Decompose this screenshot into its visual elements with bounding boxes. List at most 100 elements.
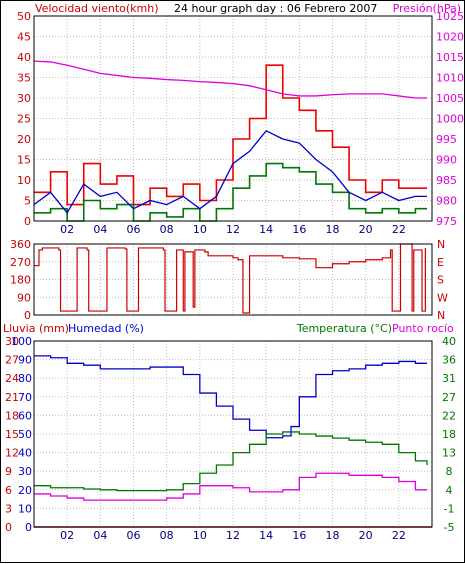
- right-tick-label: 995: [436, 133, 457, 146]
- temperature-tick-label: 4: [446, 484, 453, 497]
- x-tick-label: 04: [93, 223, 107, 236]
- direction-tick-label: 90: [17, 291, 31, 304]
- humidity-line: [34, 355, 428, 439]
- wind-avg-line: [33, 129, 428, 214]
- humidity-tick-label: 70: [18, 391, 32, 404]
- x-tick-label: 14: [259, 223, 273, 236]
- x-tick-label: 16: [292, 223, 306, 236]
- compass-tick-label: E: [437, 256, 444, 269]
- humidity-tick-label: 0: [25, 521, 32, 534]
- temperature-tick-label: -1: [444, 502, 455, 515]
- humidity-tick-label: 40: [18, 447, 32, 460]
- x-tick-label: 18: [326, 223, 340, 236]
- rain-tick-label: 27: [5, 354, 19, 367]
- direction-tick-label: 180: [10, 274, 31, 287]
- humidity-tick-label: 10: [18, 502, 32, 515]
- rain-tick-label: 30: [5, 335, 19, 348]
- right-tick-label: 1010: [436, 72, 464, 85]
- left-tick-label: 0: [24, 215, 31, 228]
- right-tick-label: 990: [436, 154, 457, 167]
- temperature-tick-label: 22: [442, 409, 456, 422]
- wind-min-line: [34, 162, 428, 222]
- rain-tick-label: 18: [5, 409, 19, 422]
- rain-tick-label: 6: [5, 484, 12, 497]
- left-tick-label: 15: [17, 154, 31, 167]
- right-tick-label: 980: [436, 195, 457, 208]
- left-tick-label: 25: [17, 113, 31, 126]
- direction-panel-frame: [33, 243, 433, 316]
- left-tick-label: 40: [17, 51, 31, 64]
- temperature-tick-label: 40: [442, 335, 456, 348]
- temperature-tick-label: 36: [442, 354, 456, 367]
- right-tick-label: 975: [436, 215, 457, 228]
- direction-tick-label: 270: [10, 256, 31, 269]
- temperature-tick-label: -5: [444, 521, 455, 534]
- temperature-tick-label: 31: [442, 372, 456, 385]
- right-tick-label: 1000: [436, 113, 464, 126]
- left-tick-label: 10: [17, 174, 31, 187]
- humidity-temperature-panel: 02 04 06 08 10 12 14 16 18 20 22036912151821242730…: [5, 335, 456, 542]
- left-tick-label: 50: [17, 10, 31, 23]
- direction-tick-label: 360: [10, 238, 31, 251]
- x-tick-label: 10: [193, 223, 207, 236]
- wind-axis-label: Velocidad viento(kmh): [35, 2, 159, 15]
- humidity-tick-label: 50: [18, 428, 32, 441]
- rain-tick-label: 24: [5, 372, 19, 385]
- temperature-tick-label: 13: [442, 447, 456, 460]
- wind-gust-line: [34, 64, 428, 206]
- x-tick-label: 22: [392, 223, 406, 236]
- temperature-axis-label: Temperatura (°C): [296, 322, 392, 335]
- wind-pressure-panel: 02 04 06 08 10 12 14 16 18 20 22051015202530354045…: [17, 10, 464, 236]
- humidity-tick-label: 20: [18, 484, 32, 497]
- left-tick-label: 45: [17, 31, 31, 44]
- compass-tick-label: N: [437, 238, 445, 251]
- x-tick-label: 20: [359, 223, 373, 236]
- dewpoint-line: [34, 472, 428, 501]
- temperature-tick-label: 18: [442, 428, 456, 441]
- rain-tick-label: 12: [5, 447, 19, 460]
- x-tick-label: 12: [226, 223, 240, 236]
- humidity-tick-label: 100: [11, 335, 32, 348]
- humidity-tick-label: 60: [18, 409, 32, 422]
- chart-title: 24 hour graph day : 06 Febrero 2007: [174, 2, 377, 15]
- right-tick-label: 1015: [436, 51, 464, 64]
- x-tick-label: 22: [392, 529, 406, 542]
- rain-tick-label: 3: [5, 502, 12, 515]
- x-tick-label: 08: [160, 223, 174, 236]
- pressure-axis-label: Presión(hPa): [393, 2, 461, 15]
- x-tick-label: 06: [127, 223, 141, 236]
- compass-tick-label: W: [437, 291, 448, 304]
- direction-line: [34, 243, 426, 314]
- rain-tick-label: 21: [5, 391, 19, 404]
- x-tick-label: 12: [226, 529, 240, 542]
- left-tick-label: 35: [17, 72, 31, 85]
- pressure-line: [33, 60, 428, 99]
- wind-panel-frame: [33, 15, 433, 222]
- x-tick-label: 02: [60, 223, 74, 236]
- x-tick-label: 10: [193, 529, 207, 542]
- left-tick-label: 5: [24, 195, 31, 208]
- humidity-tick-label: 80: [18, 372, 32, 385]
- humidity-axis-label: Humedad (%): [68, 322, 144, 335]
- x-tick-label: 14: [259, 529, 273, 542]
- right-tick-label: 985: [436, 174, 457, 187]
- x-tick-label: 08: [160, 529, 174, 542]
- humidity-tick-label: 30: [18, 465, 32, 478]
- x-tick-label: 02: [60, 529, 74, 542]
- x-tick-label: 04: [93, 529, 107, 542]
- right-tick-label: 1025: [436, 10, 464, 23]
- temperature-tick-label: 8: [446, 465, 453, 478]
- dewpoint-axis-label: Punto rocío: [392, 322, 454, 335]
- rain-tick-label: 9: [5, 465, 12, 478]
- compass-tick-label: S: [437, 274, 444, 287]
- x-tick-label: 06: [127, 529, 141, 542]
- humidity-tick-label: 90: [18, 354, 32, 367]
- x-tick-label: 16: [292, 529, 306, 542]
- temperature-tick-label: 27: [442, 391, 456, 404]
- compass-tick-label: N: [437, 309, 445, 322]
- humidity-panel-frame: [33, 340, 433, 528]
- right-tick-label: 1020: [436, 31, 464, 44]
